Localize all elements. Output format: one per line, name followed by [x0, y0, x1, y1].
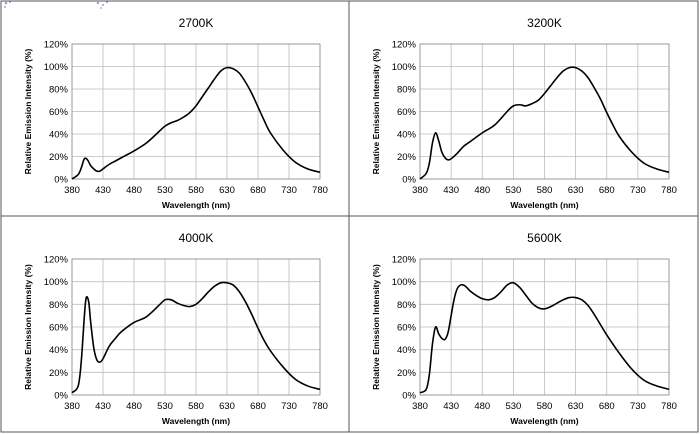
plot-area	[419, 43, 670, 180]
x-tick-label: 780	[661, 185, 677, 196]
chart-title: 3200K	[527, 16, 562, 30]
y-tick-label: 60%	[397, 323, 417, 334]
y-tick-label: 20%	[49, 152, 69, 163]
y-tick-label: 40%	[49, 130, 69, 141]
panel-border	[348, 215, 699, 433]
spectrum-line-1	[71, 66, 321, 180]
x-tick-label: 730	[630, 401, 646, 412]
y-tick-label: 20%	[49, 368, 69, 379]
x-tick-label: 380	[64, 401, 80, 412]
x-tick-label: 530	[505, 185, 521, 196]
chart-title: 4000K	[179, 231, 214, 245]
x-tick-label: 680	[599, 185, 615, 196]
corner-logo-fragment	[4, 0, 109, 9]
y-tick-label: 80%	[397, 85, 417, 96]
x-tick-label: 430	[443, 401, 459, 412]
x-tick-label: 480	[474, 401, 490, 412]
spectrum-line-1	[419, 66, 670, 180]
y-tick-label: 40%	[397, 130, 417, 141]
y-tick-label: 60%	[397, 107, 417, 118]
x-tick-label: 580	[188, 401, 204, 412]
x-tick-label: 630	[568, 401, 584, 412]
chart-panel-3: 4000K 0% 20% 40% 60% 80% 100% 120% 380 430 480 530 5…	[0, 215, 350, 433]
x-tick-label: 430	[443, 185, 459, 196]
x-tick-label: 630	[568, 185, 584, 196]
y-tick-label: 100%	[44, 277, 69, 288]
x-tick-label: 480	[474, 185, 490, 196]
y-tick-label: 0%	[402, 175, 416, 186]
x-axis-title: Wavelength (nm)	[510, 200, 578, 210]
x-tick-label: 380	[412, 401, 428, 412]
plot-area	[419, 258, 670, 396]
spectrum-line-1	[71, 281, 321, 394]
x-tick-label: 480	[126, 185, 142, 196]
x-tick-label: 530	[157, 401, 173, 412]
x-tick-label: 780	[661, 401, 677, 412]
x-tick-label: 630	[219, 401, 235, 412]
y-tick-label: 0%	[54, 175, 68, 186]
y-tick-label: 20%	[397, 368, 417, 379]
x-tick-label: 580	[537, 401, 553, 412]
x-axis-title: Wavelength (nm)	[162, 200, 230, 210]
y-tick-label: 60%	[49, 323, 69, 334]
y-tick-label: 80%	[49, 300, 69, 311]
chart-panel-2: 3200K 0% 20% 40% 60% 80% 100% 120% 380 430 480 530 5…	[348, 0, 699, 217]
y-tick-label: 120%	[392, 255, 417, 266]
x-tick-label: 680	[599, 401, 615, 412]
y-tick-label: 120%	[392, 40, 417, 51]
x-tick-label: 730	[630, 185, 646, 196]
plot-area	[71, 258, 321, 396]
y-tick-label: 120%	[44, 255, 69, 266]
x-tick-label: 480	[126, 401, 142, 412]
y-tick-label: 100%	[44, 62, 69, 73]
x-tick-label: 380	[412, 185, 428, 196]
chart-title: 5600K	[527, 231, 562, 245]
y-tick-label: 0%	[54, 391, 68, 402]
x-tick-label: 780	[312, 185, 328, 196]
plot-area	[71, 43, 321, 180]
y-tick-label: 80%	[397, 300, 417, 311]
chart-title: 2700K	[179, 16, 214, 30]
x-tick-label: 780	[312, 401, 328, 412]
spectrum-line-1	[419, 281, 670, 394]
x-tick-label: 630	[219, 185, 235, 196]
y-tick-label: 100%	[392, 62, 417, 73]
chart-panel-1: 2700K 0% 20% 40% 60% 80% 100% 120% 380 430 480 530 5…	[0, 0, 350, 217]
x-tick-label: 380	[64, 185, 80, 196]
y-axis-title: Relative Emission Intensity (%)	[371, 49, 381, 175]
x-axis-title: Wavelength (nm)	[510, 416, 578, 426]
y-axis-title: Relative Emission Intensity (%)	[23, 264, 33, 390]
y-axis-title: Relative Emission Intensity (%)	[371, 264, 381, 390]
y-tick-label: 0%	[402, 391, 416, 402]
x-tick-label: 430	[95, 401, 111, 412]
y-tick-label: 100%	[392, 277, 417, 288]
y-tick-label: 20%	[397, 152, 417, 163]
x-tick-label: 580	[537, 185, 553, 196]
x-tick-label: 530	[505, 401, 521, 412]
y-axis-title: Relative Emission Intensity (%)	[23, 49, 33, 175]
x-tick-label: 530	[157, 185, 173, 196]
x-tick-label: 730	[281, 185, 297, 196]
y-tick-label: 40%	[49, 345, 69, 356]
y-tick-label: 80%	[49, 85, 69, 96]
y-tick-label: 60%	[49, 107, 69, 118]
x-tick-label: 680	[250, 185, 266, 196]
chart-panel-4: 5600K 0% 20% 40% 60% 80% 100% 120% 380 430 480 530 5…	[348, 215, 699, 433]
x-tick-label: 730	[281, 401, 297, 412]
x-tick-label: 430	[95, 185, 111, 196]
x-axis-title: Wavelength (nm)	[162, 416, 230, 426]
y-tick-label: 120%	[44, 40, 69, 51]
y-tick-label: 40%	[397, 345, 417, 356]
x-tick-label: 680	[250, 401, 266, 412]
x-tick-label: 580	[188, 185, 204, 196]
